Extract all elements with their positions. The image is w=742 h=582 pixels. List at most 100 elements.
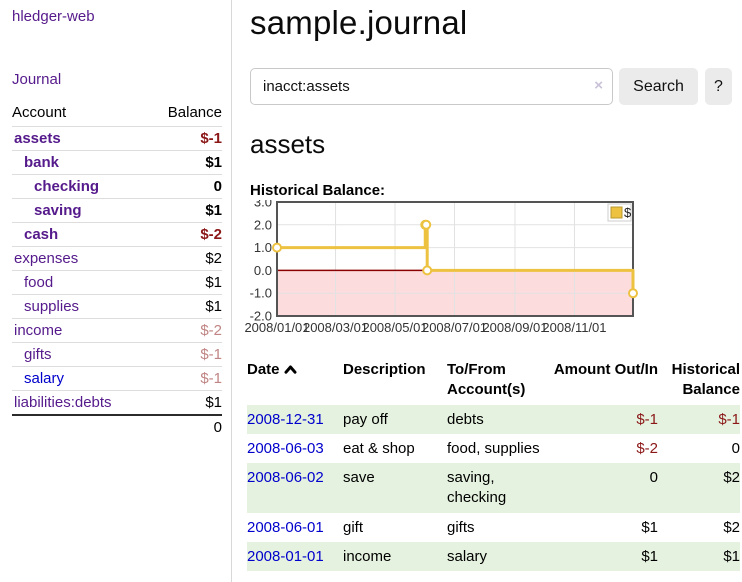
- accounts-total-value: 0: [147, 414, 222, 439]
- transaction-amount: $1: [641, 547, 658, 565]
- transaction-description: save: [343, 469, 375, 486]
- accounts-col-account: Account: [12, 104, 67, 121]
- account-balance: $1: [147, 198, 222, 223]
- account-row: gifts $-1: [12, 342, 222, 367]
- account-row: food $1: [12, 270, 222, 295]
- transaction-date-link[interactable]: 2008-12-31: [247, 410, 324, 428]
- svg-text:2008/01/01: 2008/01/01: [244, 320, 309, 335]
- sidebar: hledger-web Journal Account Balance asse…: [0, 0, 232, 582]
- transaction-description: gift: [343, 518, 364, 536]
- chart-label: Historical Balance:: [250, 182, 386, 199]
- page-title: sample.journal: [250, 4, 468, 41]
- main-content: sample.journal × Search ? assets Histori…: [233, 0, 742, 582]
- account-balance: $-1: [147, 342, 222, 367]
- account-balance: $1: [147, 390, 222, 415]
- accounts-table: Account Balance assets $-1 bank $1 checking 0…: [12, 103, 222, 439]
- sidebar-account-link[interactable]: expenses: [14, 250, 79, 267]
- transaction-row: 2008-12-31 pay off debts $-1 $-1: [247, 404, 740, 434]
- svg-text:$: $: [624, 205, 632, 220]
- transaction-date-cell: 2008-06-01: [247, 513, 343, 542]
- transaction-balance: $2: [723, 518, 740, 536]
- transaction-date-link[interactable]: 2008-06-03: [247, 439, 324, 457]
- transaction-balance: $1: [723, 547, 740, 565]
- sidebar-account-link[interactable]: supplies: [24, 298, 80, 315]
- svg-text:2008/07/01: 2008/07/01: [422, 320, 487, 335]
- account-row: cash $-2: [12, 222, 222, 247]
- search-button[interactable]: Search: [619, 68, 698, 105]
- account-row: checking 0: [12, 174, 222, 199]
- account-row: saving $1: [12, 198, 222, 223]
- sidebar-account-link[interactable]: salary: [24, 370, 65, 387]
- transaction-row: 2008-06-03 eat & shop food, supplies $-2 0: [247, 434, 740, 463]
- transaction-accounts: gifts: [447, 518, 475, 536]
- sidebar-account-link[interactable]: liabilities:debts: [14, 394, 112, 411]
- transaction-date-link[interactable]: 2008-01-01: [247, 547, 324, 565]
- transaction-description: eat & shop: [343, 439, 415, 457]
- transaction-accounts: saving, checking: [447, 469, 507, 507]
- transaction-date-link[interactable]: 2008-06-01: [247, 518, 324, 536]
- transactions-table: Date Description To/From Account(s) Amou…: [247, 357, 740, 571]
- svg-text:2008/11/01: 2008/11/01: [542, 320, 606, 335]
- account-row: bank $1: [12, 150, 222, 175]
- transaction-accounts: debts: [447, 410, 484, 428]
- account-balance: $1: [147, 294, 222, 319]
- sidebar-account-link[interactable]: food: [24, 274, 54, 291]
- sidebar-account-link[interactable]: assets: [14, 130, 61, 147]
- transaction-row: 2008-06-02 save saving, checking 0 $2: [247, 463, 740, 513]
- svg-text:3.0: 3.0: [254, 200, 272, 210]
- account-row: income $-2: [12, 318, 222, 343]
- transaction-date-link[interactable]: 2008-06-02: [247, 469, 324, 486]
- transaction-amount: $-2: [636, 439, 658, 457]
- account-heading: assets: [250, 129, 326, 159]
- svg-text:2008/09/01: 2008/09/01: [482, 320, 547, 335]
- search-input[interactable]: [250, 68, 613, 105]
- account-row: expenses $2: [12, 246, 222, 271]
- svg-text:2.0: 2.0: [254, 217, 272, 232]
- sidebar-account-link[interactable]: saving: [34, 202, 82, 219]
- sort-asc-icon: [284, 361, 297, 381]
- transaction-description: pay off: [343, 410, 388, 428]
- svg-text:2008/03/01: 2008/03/01: [303, 320, 368, 335]
- transaction-row: 2008-01-01 income salary $1 $1: [247, 541, 740, 571]
- clear-search-icon[interactable]: ×: [594, 77, 603, 94]
- col-date-sort[interactable]: Date: [247, 357, 343, 405]
- col-description: Description: [343, 361, 426, 378]
- col-balance: Historical Balance: [671, 361, 740, 399]
- sidebar-account-link[interactable]: bank: [24, 154, 60, 171]
- account-balance: 0: [147, 174, 222, 199]
- col-accounts: To/From Account(s): [447, 361, 526, 399]
- transaction-date-cell: 2008-06-02: [247, 463, 343, 513]
- help-button[interactable]: ?: [705, 68, 732, 105]
- transaction-balance: $2: [723, 469, 740, 486]
- sidebar-account-link[interactable]: cash: [24, 226, 59, 243]
- account-balance: $-2: [147, 222, 222, 247]
- account-balance: $-2: [147, 318, 222, 343]
- app-title-link[interactable]: hledger-web: [12, 8, 95, 25]
- transaction-date-cell: 2008-12-31: [247, 405, 343, 434]
- account-row: supplies $1: [12, 294, 222, 319]
- transaction-description: income: [343, 547, 392, 565]
- transaction-balance: $-1: [718, 410, 740, 428]
- transaction-amount: $-1: [636, 410, 658, 428]
- transaction-amount: 0: [649, 469, 658, 486]
- accounts-total-row: 0: [12, 414, 222, 439]
- svg-text:-2.0: -2.0: [250, 309, 272, 324]
- account-row: assets $-1: [12, 126, 222, 151]
- transaction-balance: 0: [731, 439, 740, 457]
- transaction-accounts: food, supplies: [447, 439, 540, 457]
- sidebar-item-journal[interactable]: Journal: [12, 71, 62, 88]
- sidebar-account-link[interactable]: income: [14, 322, 63, 339]
- sidebar-account-link[interactable]: checking: [34, 178, 100, 195]
- sidebar-account-link[interactable]: gifts: [24, 346, 52, 363]
- account-balance: $2: [147, 246, 222, 271]
- transactions-header-row: Date Description To/From Account(s) Amou…: [247, 357, 740, 405]
- search-form: × Search ?: [250, 68, 742, 105]
- historical-balance-chart: $3.0 2.0 1.0 0.0 -1.0 -2.0 2008/01/01 2008/03/0…: [240, 200, 710, 346]
- svg-text:2008/05/01: 2008/05/01: [362, 320, 427, 335]
- transaction-accounts: salary: [447, 547, 488, 565]
- account-row: salary $-1: [12, 366, 222, 391]
- accounts-col-balance: Balance: [167, 104, 222, 121]
- transaction-date-cell: 2008-01-01: [247, 542, 343, 571]
- svg-text:1.0: 1.0: [254, 240, 272, 255]
- account-row: liabilities:debts $1: [12, 390, 222, 415]
